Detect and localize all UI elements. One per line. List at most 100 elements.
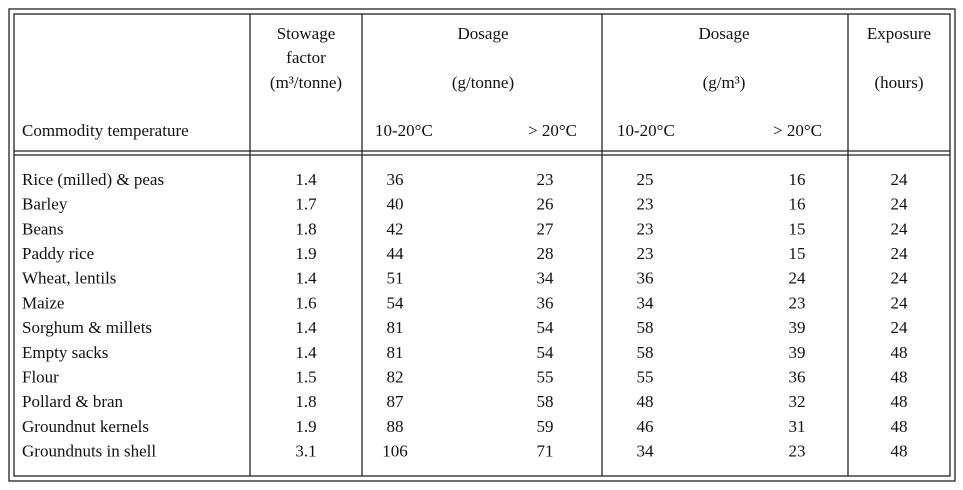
cell-value: 81 bbox=[387, 318, 404, 337]
cell-value: 24 bbox=[789, 269, 807, 288]
commodity: Paddy rice bbox=[22, 244, 94, 263]
cell-value: 36 bbox=[387, 170, 404, 189]
commodity: Beans bbox=[22, 219, 64, 238]
cell-value: 48 bbox=[891, 392, 908, 411]
header-text: (hours) bbox=[874, 73, 923, 92]
cell-value: 48 bbox=[891, 368, 908, 387]
cell-value: 81 bbox=[387, 343, 404, 362]
cell-value: 26 bbox=[537, 195, 554, 214]
cell-value: 36 bbox=[637, 269, 654, 288]
cell-value: 31 bbox=[789, 417, 806, 436]
subheader-text: > 20°C bbox=[773, 121, 822, 140]
cell-value: 58 bbox=[637, 318, 654, 337]
cell-value: 1.4 bbox=[295, 343, 317, 362]
cell-value: 23 bbox=[637, 244, 654, 263]
cell-value: 24 bbox=[891, 318, 909, 337]
commodity: Groundnuts in shell bbox=[22, 442, 156, 461]
cell-value: 59 bbox=[537, 417, 554, 436]
header-text: factor bbox=[286, 48, 326, 67]
cell-value: 39 bbox=[789, 343, 806, 362]
cell-value: 46 bbox=[637, 417, 654, 436]
cell-value: 48 bbox=[891, 343, 908, 362]
commodity: Pollard & bran bbox=[22, 392, 124, 411]
cell-value: 58 bbox=[637, 343, 654, 362]
cell-value: 55 bbox=[537, 368, 554, 387]
commodity: Maize bbox=[22, 293, 64, 312]
cell-value: 34 bbox=[637, 442, 655, 461]
cell-value: 24 bbox=[891, 219, 909, 238]
header-text: Stowage bbox=[277, 24, 336, 43]
cell-value: 24 bbox=[891, 293, 909, 312]
cell-value: 24 bbox=[891, 170, 909, 189]
cell-value: 1.7 bbox=[295, 195, 317, 214]
cell-value: 3.1 bbox=[295, 442, 316, 461]
cell-value: 24 bbox=[891, 244, 909, 263]
cell-value: 44 bbox=[387, 244, 405, 263]
cell-value: 51 bbox=[387, 269, 404, 288]
subheader-text: > 20°C bbox=[528, 121, 577, 140]
cell-value: 24 bbox=[891, 269, 909, 288]
commodity: Empty sacks bbox=[22, 343, 108, 362]
subheader-text: 10-20°C bbox=[375, 121, 433, 140]
cell-value: 28 bbox=[537, 244, 554, 263]
cell-value: 54 bbox=[537, 343, 555, 362]
cell-value: 54 bbox=[537, 318, 555, 337]
cell-value: 106 bbox=[382, 442, 408, 461]
cell-value: 39 bbox=[789, 318, 806, 337]
cell-value: 36 bbox=[789, 368, 806, 387]
commodity: Barley bbox=[22, 195, 68, 214]
cell-value: 42 bbox=[387, 219, 404, 238]
cell-value: 34 bbox=[637, 293, 655, 312]
cell-value: 1.5 bbox=[295, 368, 316, 387]
cell-value: 48 bbox=[891, 417, 908, 436]
commodity: Wheat, lentils bbox=[22, 269, 116, 288]
cell-value: 32 bbox=[789, 392, 806, 411]
cell-value: 23 bbox=[789, 293, 806, 312]
cell-value: 27 bbox=[537, 219, 555, 238]
cell-value: 24 bbox=[891, 195, 909, 214]
cell-value: 1.8 bbox=[295, 219, 316, 238]
cell-value: 1.6 bbox=[295, 293, 316, 312]
cell-value: 15 bbox=[789, 244, 806, 263]
cell-value: 36 bbox=[537, 293, 554, 312]
outer-border bbox=[8, 8, 956, 482]
commodity: Groundnut kernels bbox=[22, 417, 149, 436]
cell-value: 1.4 bbox=[295, 269, 317, 288]
cell-value: 15 bbox=[789, 219, 806, 238]
cell-value: 34 bbox=[537, 269, 555, 288]
commodity: Flour bbox=[22, 368, 59, 387]
cell-value: 23 bbox=[537, 170, 554, 189]
cell-value: 1.4 bbox=[295, 170, 317, 189]
cell-value: 1.8 bbox=[295, 392, 316, 411]
cell-value: 54 bbox=[387, 293, 405, 312]
header-text: (g/tonne) bbox=[452, 73, 514, 92]
cell-value: 87 bbox=[387, 392, 405, 411]
cell-value: 16 bbox=[789, 170, 806, 189]
header-text: (g/m³) bbox=[703, 73, 746, 92]
subheader-label: Commodity temperature bbox=[22, 121, 189, 140]
cell-value: 55 bbox=[637, 368, 654, 387]
cell-value: 16 bbox=[789, 195, 806, 214]
cell-value: 1.9 bbox=[295, 417, 316, 436]
cell-value: 82 bbox=[387, 368, 404, 387]
cell-value: 40 bbox=[387, 195, 404, 214]
subheader-text: 10-20°C bbox=[617, 121, 675, 140]
cell-value: 25 bbox=[637, 170, 654, 189]
cell-value: 58 bbox=[537, 392, 554, 411]
commodity: Rice (milled) & peas bbox=[22, 170, 164, 189]
cell-value: 48 bbox=[891, 442, 908, 461]
header-text: Dosage bbox=[458, 24, 509, 43]
header-text: (m³/tonne) bbox=[270, 73, 342, 92]
cell-value: 23 bbox=[637, 195, 654, 214]
header-text: Dosage bbox=[699, 24, 750, 43]
cell-value: 23 bbox=[637, 219, 654, 238]
cell-value: 88 bbox=[387, 417, 404, 436]
inner-border bbox=[13, 13, 951, 477]
cell-value: 1.9 bbox=[295, 244, 316, 263]
cell-value: 1.4 bbox=[295, 318, 317, 337]
cell-value: 71 bbox=[537, 442, 554, 461]
cell-value: 23 bbox=[789, 442, 806, 461]
cell-value: 48 bbox=[637, 392, 654, 411]
header-text: Exposure bbox=[867, 24, 931, 43]
